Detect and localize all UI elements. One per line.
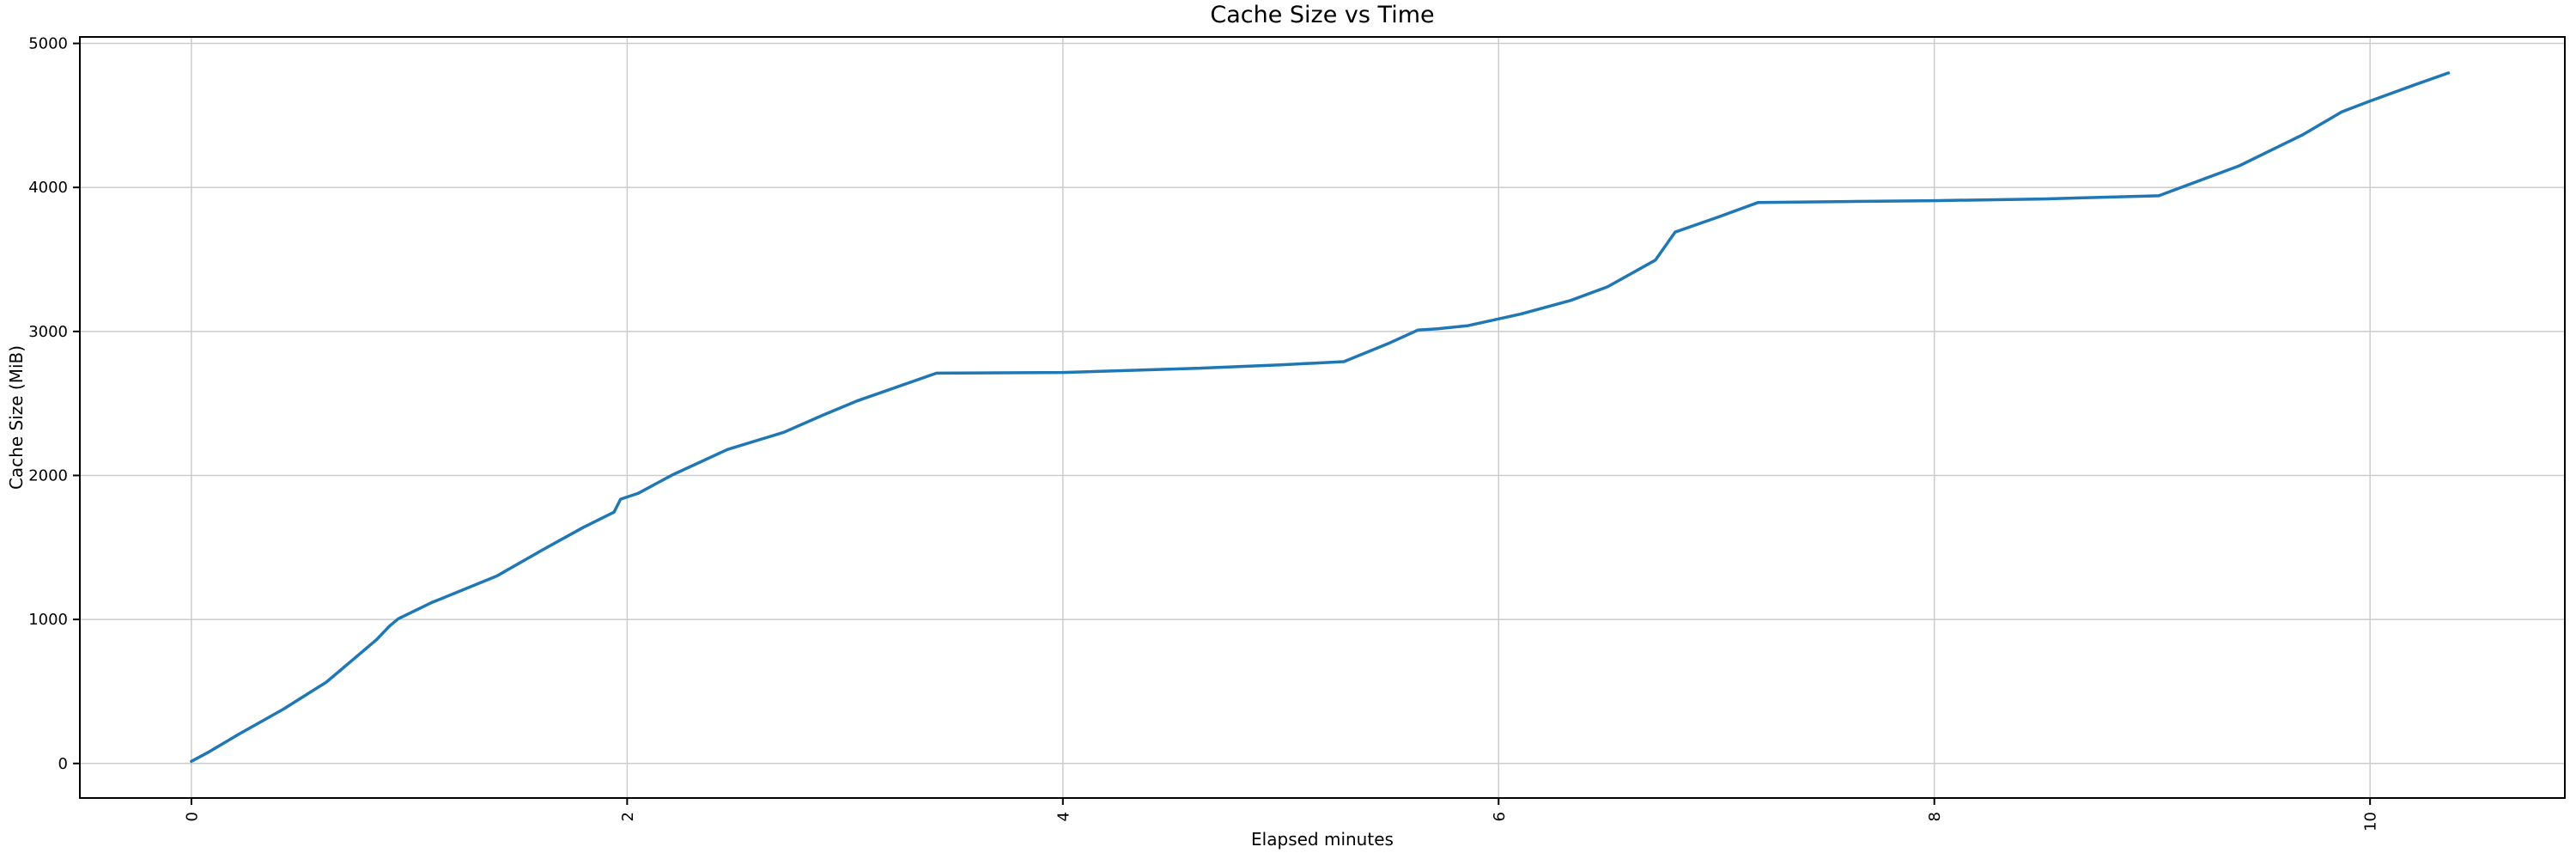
y-tick-label: 2000 xyxy=(28,466,68,484)
x-tick-label: 0 xyxy=(183,812,201,821)
y-tick-label: 0 xyxy=(58,755,68,773)
y-tick-label: 5000 xyxy=(28,35,68,53)
y-tick-label: 1000 xyxy=(28,611,68,629)
x-tick-label: 8 xyxy=(1926,812,1944,821)
cache-size-line xyxy=(190,71,2451,764)
y-tick-label: 3000 xyxy=(28,323,68,341)
x-tick-label: 4 xyxy=(1054,812,1072,821)
chart-title: Cache Size vs Time xyxy=(1210,2,1435,28)
y-tick-label: 4000 xyxy=(28,179,68,197)
y-axis-label: Cache Size (MiB) xyxy=(6,345,27,490)
x-tick-label: 10 xyxy=(2362,812,2380,832)
plot-border xyxy=(79,36,2566,799)
x-tick-label: 2 xyxy=(619,812,637,821)
x-tick-label: 6 xyxy=(1491,812,1509,821)
x-axis-label: Elapsed minutes xyxy=(1251,829,1394,850)
